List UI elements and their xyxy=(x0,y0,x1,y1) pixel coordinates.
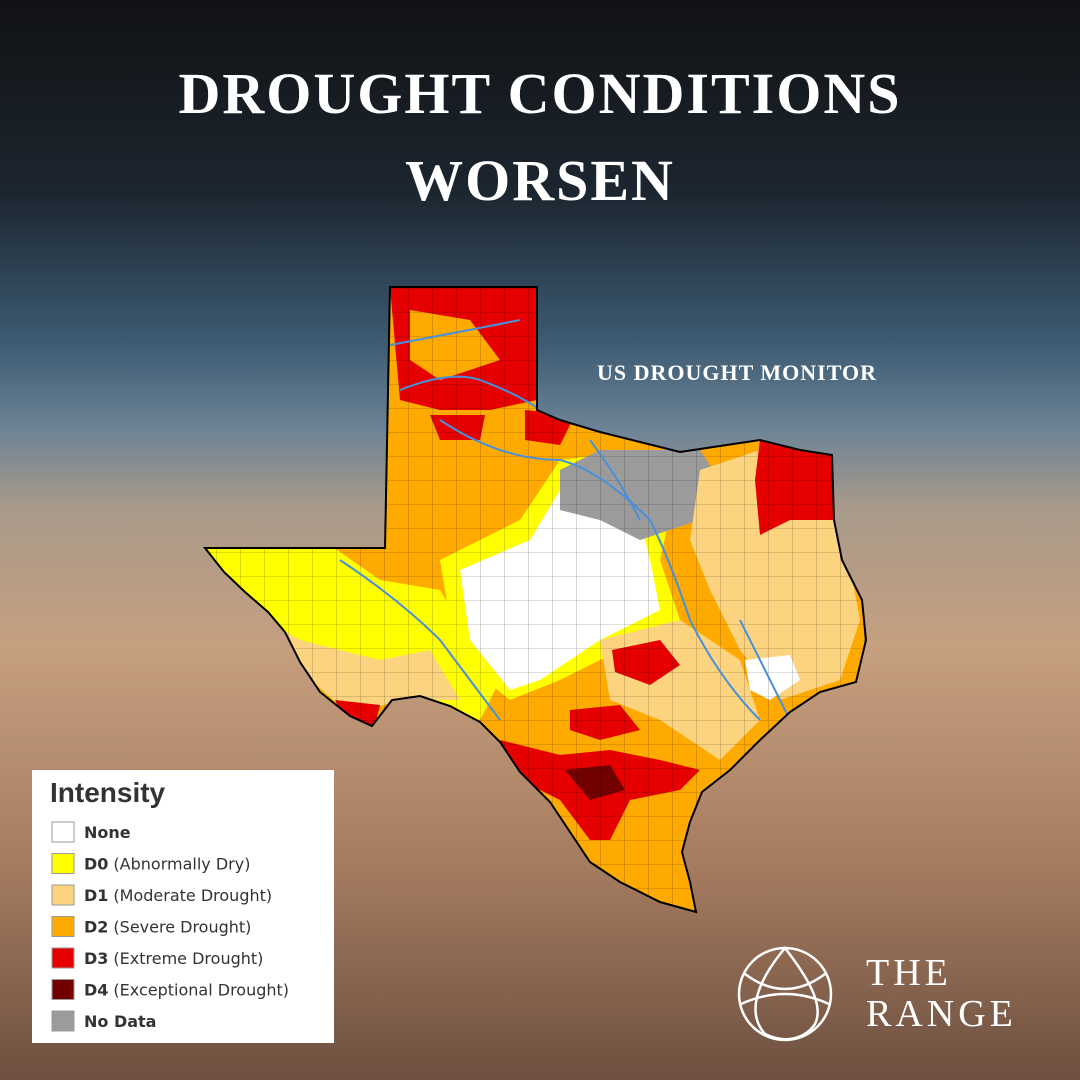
legend-desc: (Abnormally Dry) xyxy=(113,855,250,874)
legend-code: D0 xyxy=(84,855,108,874)
legend-swatch xyxy=(51,853,75,874)
legend-code: D2 xyxy=(84,918,108,937)
legend-label: D4 (Exceptional Drought) xyxy=(84,981,289,1000)
legend-label: D2 (Severe Drought) xyxy=(84,918,251,937)
brand-text: THE xyxy=(866,952,952,994)
brand-text: RANGE xyxy=(866,993,1017,1035)
title-line: WORSEN xyxy=(405,148,675,213)
legend-code: D1 xyxy=(84,886,108,905)
legend-box xyxy=(32,770,334,1043)
legend-swatch xyxy=(51,916,75,937)
legend-swatch xyxy=(51,1010,75,1032)
legend-swatch xyxy=(51,821,75,843)
legend-swatch xyxy=(51,979,75,1000)
legend-desc: (Extreme Drought) xyxy=(113,949,263,968)
legend-code: D3 xyxy=(84,949,108,968)
legend-code: D4 xyxy=(84,981,108,1000)
legend-desc: (Severe Drought) xyxy=(113,918,251,937)
legend-label: None xyxy=(84,823,131,842)
legend-desc: (Exceptional Drought) xyxy=(113,981,289,1000)
legend-desc: (Moderate Drought) xyxy=(113,886,272,905)
subtitle: US DROUGHT MONITOR xyxy=(597,360,877,385)
legend-swatch xyxy=(51,884,75,906)
legend-label: No Data xyxy=(84,1012,156,1031)
legend-label: D3 (Extreme Drought) xyxy=(84,949,263,968)
legend-title: Intensity xyxy=(50,777,166,808)
legend-swatch xyxy=(51,947,75,969)
legend-label: D1 (Moderate Drought) xyxy=(84,886,272,905)
legend-items: None D0 (Abnormally Dry) D1 (Moderate Drough… xyxy=(51,821,289,1032)
legend-desc: None xyxy=(84,823,131,842)
legend-label: D0 (Abnormally Dry) xyxy=(84,855,250,874)
legend-desc: No Data xyxy=(84,1012,156,1031)
brand-logo xyxy=(737,946,833,1042)
title-line: DROUGHT CONDITIONS xyxy=(179,61,902,126)
